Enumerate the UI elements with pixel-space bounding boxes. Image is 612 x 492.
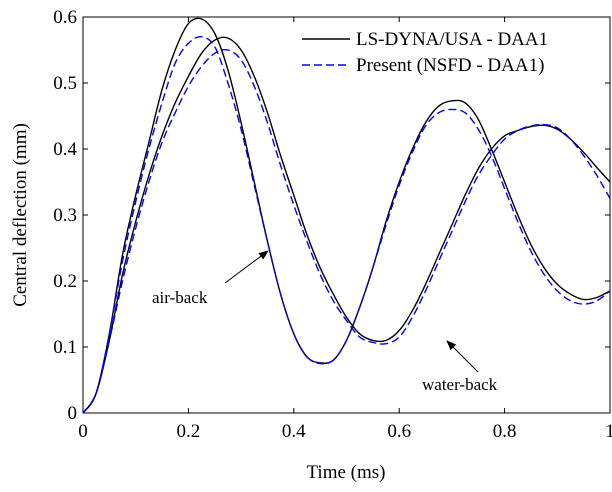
x-tick-label: 0.4 [282, 421, 306, 442]
x-tick-label: 0 [78, 421, 88, 442]
y-tick-label: 0.3 [53, 205, 77, 226]
y-tick-label: 0 [68, 403, 78, 424]
y-axis-label: Central deflection (mm) [10, 123, 31, 307]
line [82, 36, 611, 414]
x-axis-label: Time (ms) [306, 462, 385, 483]
y-tick-label: 0.2 [53, 271, 77, 292]
line [82, 48, 611, 414]
legend-label: Present (NSFD - DAA1) [356, 55, 544, 76]
annotation: air-back [152, 288, 208, 307]
annotation-arrow [446, 340, 479, 373]
legend-label: LS-DYNA/USA - DAA1 [356, 29, 548, 50]
x-tick-label: 1 [605, 421, 612, 442]
plot-frame [82, 16, 611, 414]
y-tick-label: 0.5 [53, 73, 77, 94]
y-tick-label: 0.4 [53, 139, 77, 160]
y-tick-label: 0.1 [53, 337, 77, 358]
annotation: water-back [422, 375, 498, 394]
y-tick-label: 0.6 [53, 7, 77, 28]
x-tick-label: 0.8 [493, 421, 517, 442]
x-tick-label: 0.6 [387, 421, 411, 442]
x-tick-label: 0.2 [177, 421, 201, 442]
annotation-arrow [224, 250, 269, 284]
